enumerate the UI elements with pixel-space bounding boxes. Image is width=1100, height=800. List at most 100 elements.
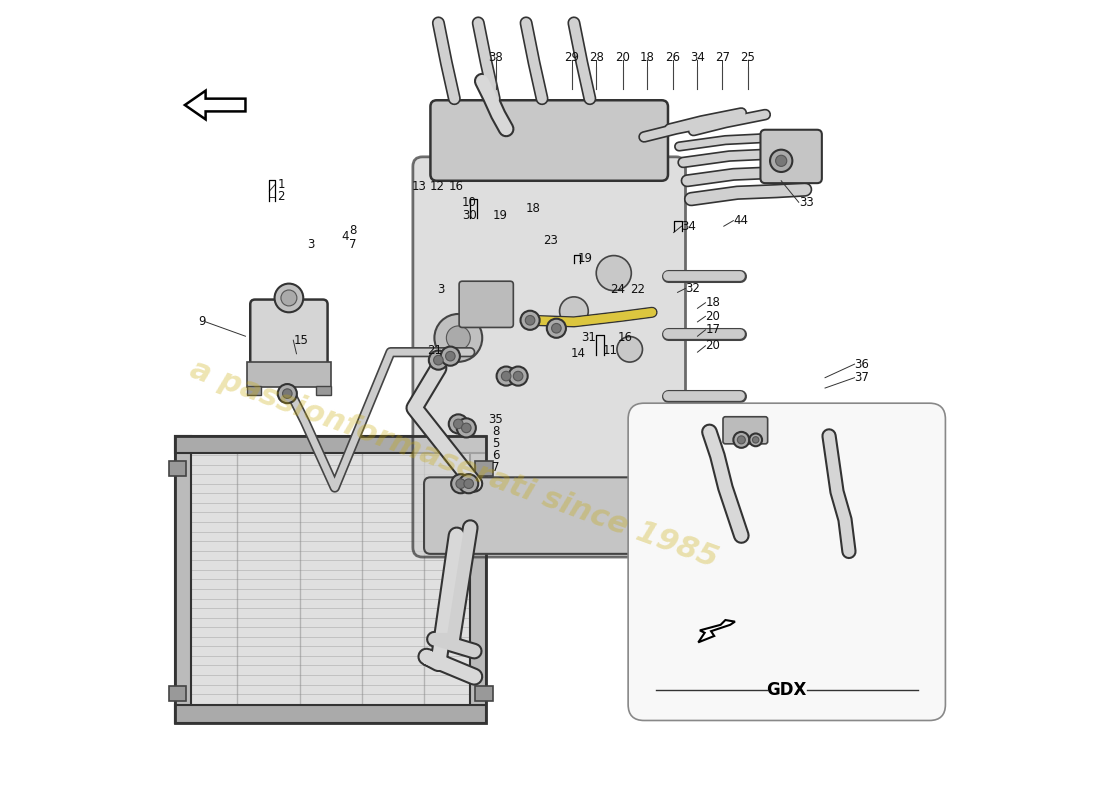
- Text: 35: 35: [488, 414, 503, 426]
- Text: 14: 14: [571, 347, 586, 360]
- Circle shape: [434, 314, 482, 362]
- Text: 1: 1: [277, 178, 285, 191]
- Text: 18: 18: [705, 296, 720, 310]
- Circle shape: [526, 315, 535, 325]
- Bar: [475, 686, 493, 701]
- Circle shape: [441, 346, 460, 366]
- Text: 26: 26: [666, 50, 680, 64]
- Text: 29: 29: [564, 50, 579, 64]
- Text: 8: 8: [492, 426, 499, 438]
- Circle shape: [770, 150, 792, 172]
- Text: 8: 8: [349, 225, 356, 238]
- Circle shape: [560, 297, 588, 326]
- Text: 19: 19: [493, 209, 507, 222]
- Text: 17: 17: [705, 323, 720, 336]
- Text: 3: 3: [438, 283, 444, 297]
- Circle shape: [749, 434, 762, 446]
- Circle shape: [551, 323, 561, 333]
- Text: GDX: GDX: [767, 681, 807, 699]
- FancyBboxPatch shape: [430, 100, 668, 181]
- Circle shape: [433, 355, 443, 365]
- FancyBboxPatch shape: [628, 403, 945, 721]
- Circle shape: [464, 479, 473, 489]
- Text: 7: 7: [492, 462, 499, 474]
- FancyBboxPatch shape: [760, 130, 822, 183]
- Text: 7: 7: [349, 238, 356, 251]
- Polygon shape: [698, 620, 735, 642]
- Circle shape: [617, 337, 642, 362]
- Text: 11: 11: [603, 344, 617, 357]
- Text: 44: 44: [734, 214, 748, 227]
- Text: 13: 13: [411, 180, 427, 193]
- Text: 4: 4: [341, 230, 349, 243]
- Text: 20: 20: [615, 50, 630, 64]
- Text: 10: 10: [462, 196, 476, 209]
- Circle shape: [277, 384, 297, 403]
- Circle shape: [496, 366, 516, 386]
- Circle shape: [737, 436, 746, 444]
- Bar: [248, 386, 262, 395]
- Text: 18: 18: [526, 202, 541, 215]
- Text: 38: 38: [488, 50, 503, 64]
- Text: 37: 37: [855, 371, 869, 384]
- Text: 15: 15: [294, 334, 308, 346]
- Bar: [471, 436, 486, 723]
- Circle shape: [455, 479, 465, 489]
- Text: 21: 21: [428, 344, 442, 357]
- Text: 23: 23: [543, 234, 559, 247]
- Circle shape: [283, 389, 293, 398]
- Text: 36: 36: [855, 358, 869, 370]
- Text: 27: 27: [715, 50, 729, 64]
- Text: 34: 34: [690, 50, 705, 64]
- Text: 16: 16: [618, 331, 632, 344]
- Circle shape: [429, 350, 448, 370]
- Text: 28: 28: [588, 50, 604, 64]
- Circle shape: [280, 290, 297, 306]
- Circle shape: [596, 255, 631, 290]
- Circle shape: [508, 366, 528, 386]
- Circle shape: [446, 351, 455, 361]
- Circle shape: [502, 371, 510, 381]
- Circle shape: [456, 418, 476, 438]
- Circle shape: [734, 432, 749, 448]
- Bar: [175, 436, 191, 723]
- Text: 25: 25: [740, 50, 755, 64]
- Bar: [175, 436, 486, 454]
- Text: 30: 30: [462, 209, 476, 222]
- Text: 33: 33: [799, 196, 814, 209]
- Bar: [175, 706, 486, 723]
- Text: 31: 31: [582, 331, 596, 344]
- Circle shape: [462, 423, 471, 433]
- FancyBboxPatch shape: [412, 157, 685, 557]
- Circle shape: [459, 474, 478, 494]
- Text: 20: 20: [705, 310, 720, 322]
- Text: 2: 2: [277, 190, 285, 203]
- FancyBboxPatch shape: [250, 299, 328, 366]
- Bar: [475, 462, 493, 476]
- Text: 12: 12: [430, 180, 444, 193]
- Text: 6: 6: [492, 450, 499, 462]
- Circle shape: [776, 155, 786, 166]
- Text: 5: 5: [492, 438, 499, 450]
- Circle shape: [514, 371, 522, 381]
- Circle shape: [547, 318, 565, 338]
- Text: 19: 19: [578, 251, 593, 265]
- FancyBboxPatch shape: [424, 478, 674, 554]
- FancyBboxPatch shape: [459, 282, 514, 327]
- Text: 20: 20: [705, 339, 720, 352]
- Text: 16: 16: [449, 180, 464, 193]
- FancyBboxPatch shape: [723, 417, 768, 444]
- Bar: [317, 386, 331, 395]
- Text: 34: 34: [682, 220, 696, 233]
- Circle shape: [275, 284, 304, 312]
- Circle shape: [752, 437, 759, 443]
- Polygon shape: [185, 90, 245, 119]
- Bar: [169, 462, 187, 476]
- Text: 32: 32: [685, 282, 701, 295]
- Circle shape: [449, 414, 468, 434]
- Text: 9: 9: [198, 315, 206, 328]
- Bar: [169, 686, 187, 701]
- Circle shape: [451, 474, 471, 494]
- Text: 24: 24: [609, 283, 625, 297]
- Circle shape: [520, 310, 540, 330]
